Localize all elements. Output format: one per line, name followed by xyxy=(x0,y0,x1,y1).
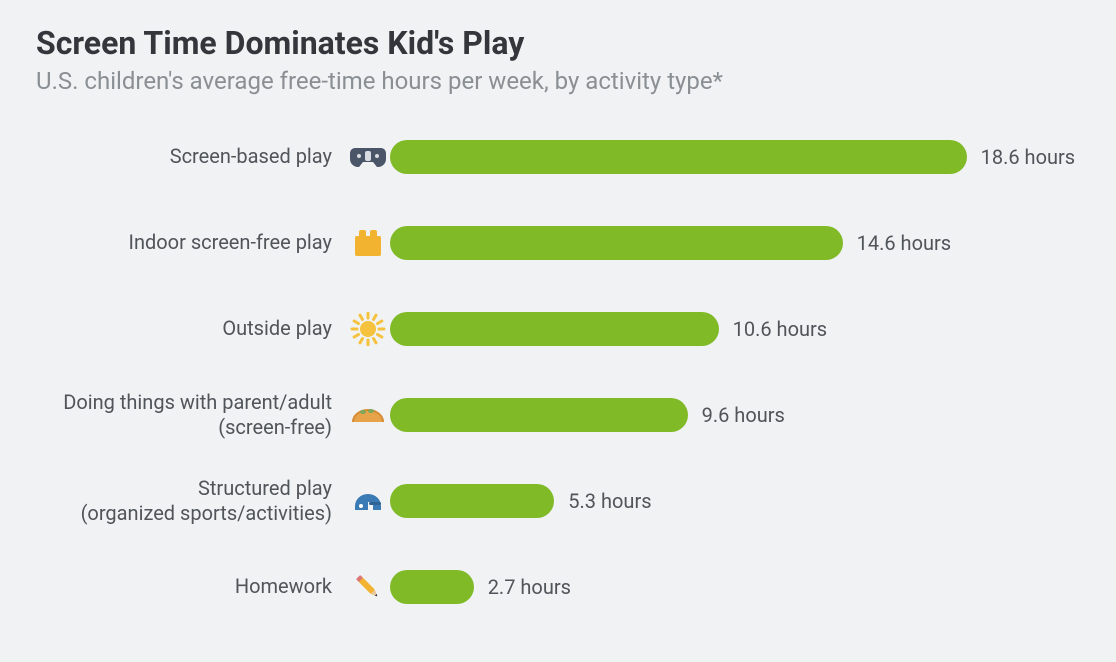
page-subtitle: U.S. children's average free-time hours … xyxy=(36,66,1076,97)
pencil-icon xyxy=(346,570,390,604)
taco-icon xyxy=(346,398,390,432)
bar xyxy=(390,570,474,604)
row-label: Doing things with parent/adult(screen-fr… xyxy=(36,390,346,440)
bar-chart: Screen-based play 18.6 hours Indoor scree… xyxy=(36,132,1076,612)
chart-row: Indoor screen-free play 14.6 hours xyxy=(36,218,1076,268)
bar xyxy=(390,312,719,346)
row-value: 5.3 hours xyxy=(568,489,651,513)
row-value: 2.7 hours xyxy=(488,575,571,599)
row-label: Structured play(organized sports/activit… xyxy=(36,476,346,526)
page-title: Screen Time Dominates Kid's Play xyxy=(36,24,1076,62)
row-value: 18.6 hours xyxy=(981,145,1076,169)
bar-wrap: 14.6 hours xyxy=(390,226,951,260)
row-value: 10.6 hours xyxy=(733,317,828,341)
chart-row: Doing things with parent/adult(screen-fr… xyxy=(36,390,1076,440)
bar-wrap: 10.6 hours xyxy=(390,312,827,346)
bar-wrap: 9.6 hours xyxy=(390,398,785,432)
chart-row: Homework 2.7 hours xyxy=(36,562,1076,612)
row-label: Indoor screen-free play xyxy=(36,230,346,255)
bar-wrap: 5.3 hours xyxy=(390,484,652,518)
row-label: Outside play xyxy=(36,316,346,341)
controller-icon xyxy=(346,140,390,174)
helmet-icon xyxy=(346,484,390,518)
chart-row: Outside play 10.6 hours xyxy=(36,304,1076,354)
bar xyxy=(390,226,843,260)
row-label: Screen-based play xyxy=(36,144,346,169)
bar-wrap: 18.6 hours xyxy=(390,140,1075,174)
chart-row: Screen-based play 18.6 hours xyxy=(36,132,1076,182)
bar xyxy=(390,484,554,518)
sun-icon xyxy=(346,312,390,346)
bar xyxy=(390,398,688,432)
chart-page: Screen Time Dominates Kid's Play U.S. ch… xyxy=(0,0,1116,662)
row-value: 9.6 hours xyxy=(702,403,785,427)
bar-wrap: 2.7 hours xyxy=(390,570,571,604)
chart-row: Structured play(organized sports/activit… xyxy=(36,476,1076,526)
row-value: 14.6 hours xyxy=(857,231,952,255)
lego-icon xyxy=(346,226,390,260)
bar xyxy=(390,140,967,174)
row-label: Homework xyxy=(36,574,346,599)
